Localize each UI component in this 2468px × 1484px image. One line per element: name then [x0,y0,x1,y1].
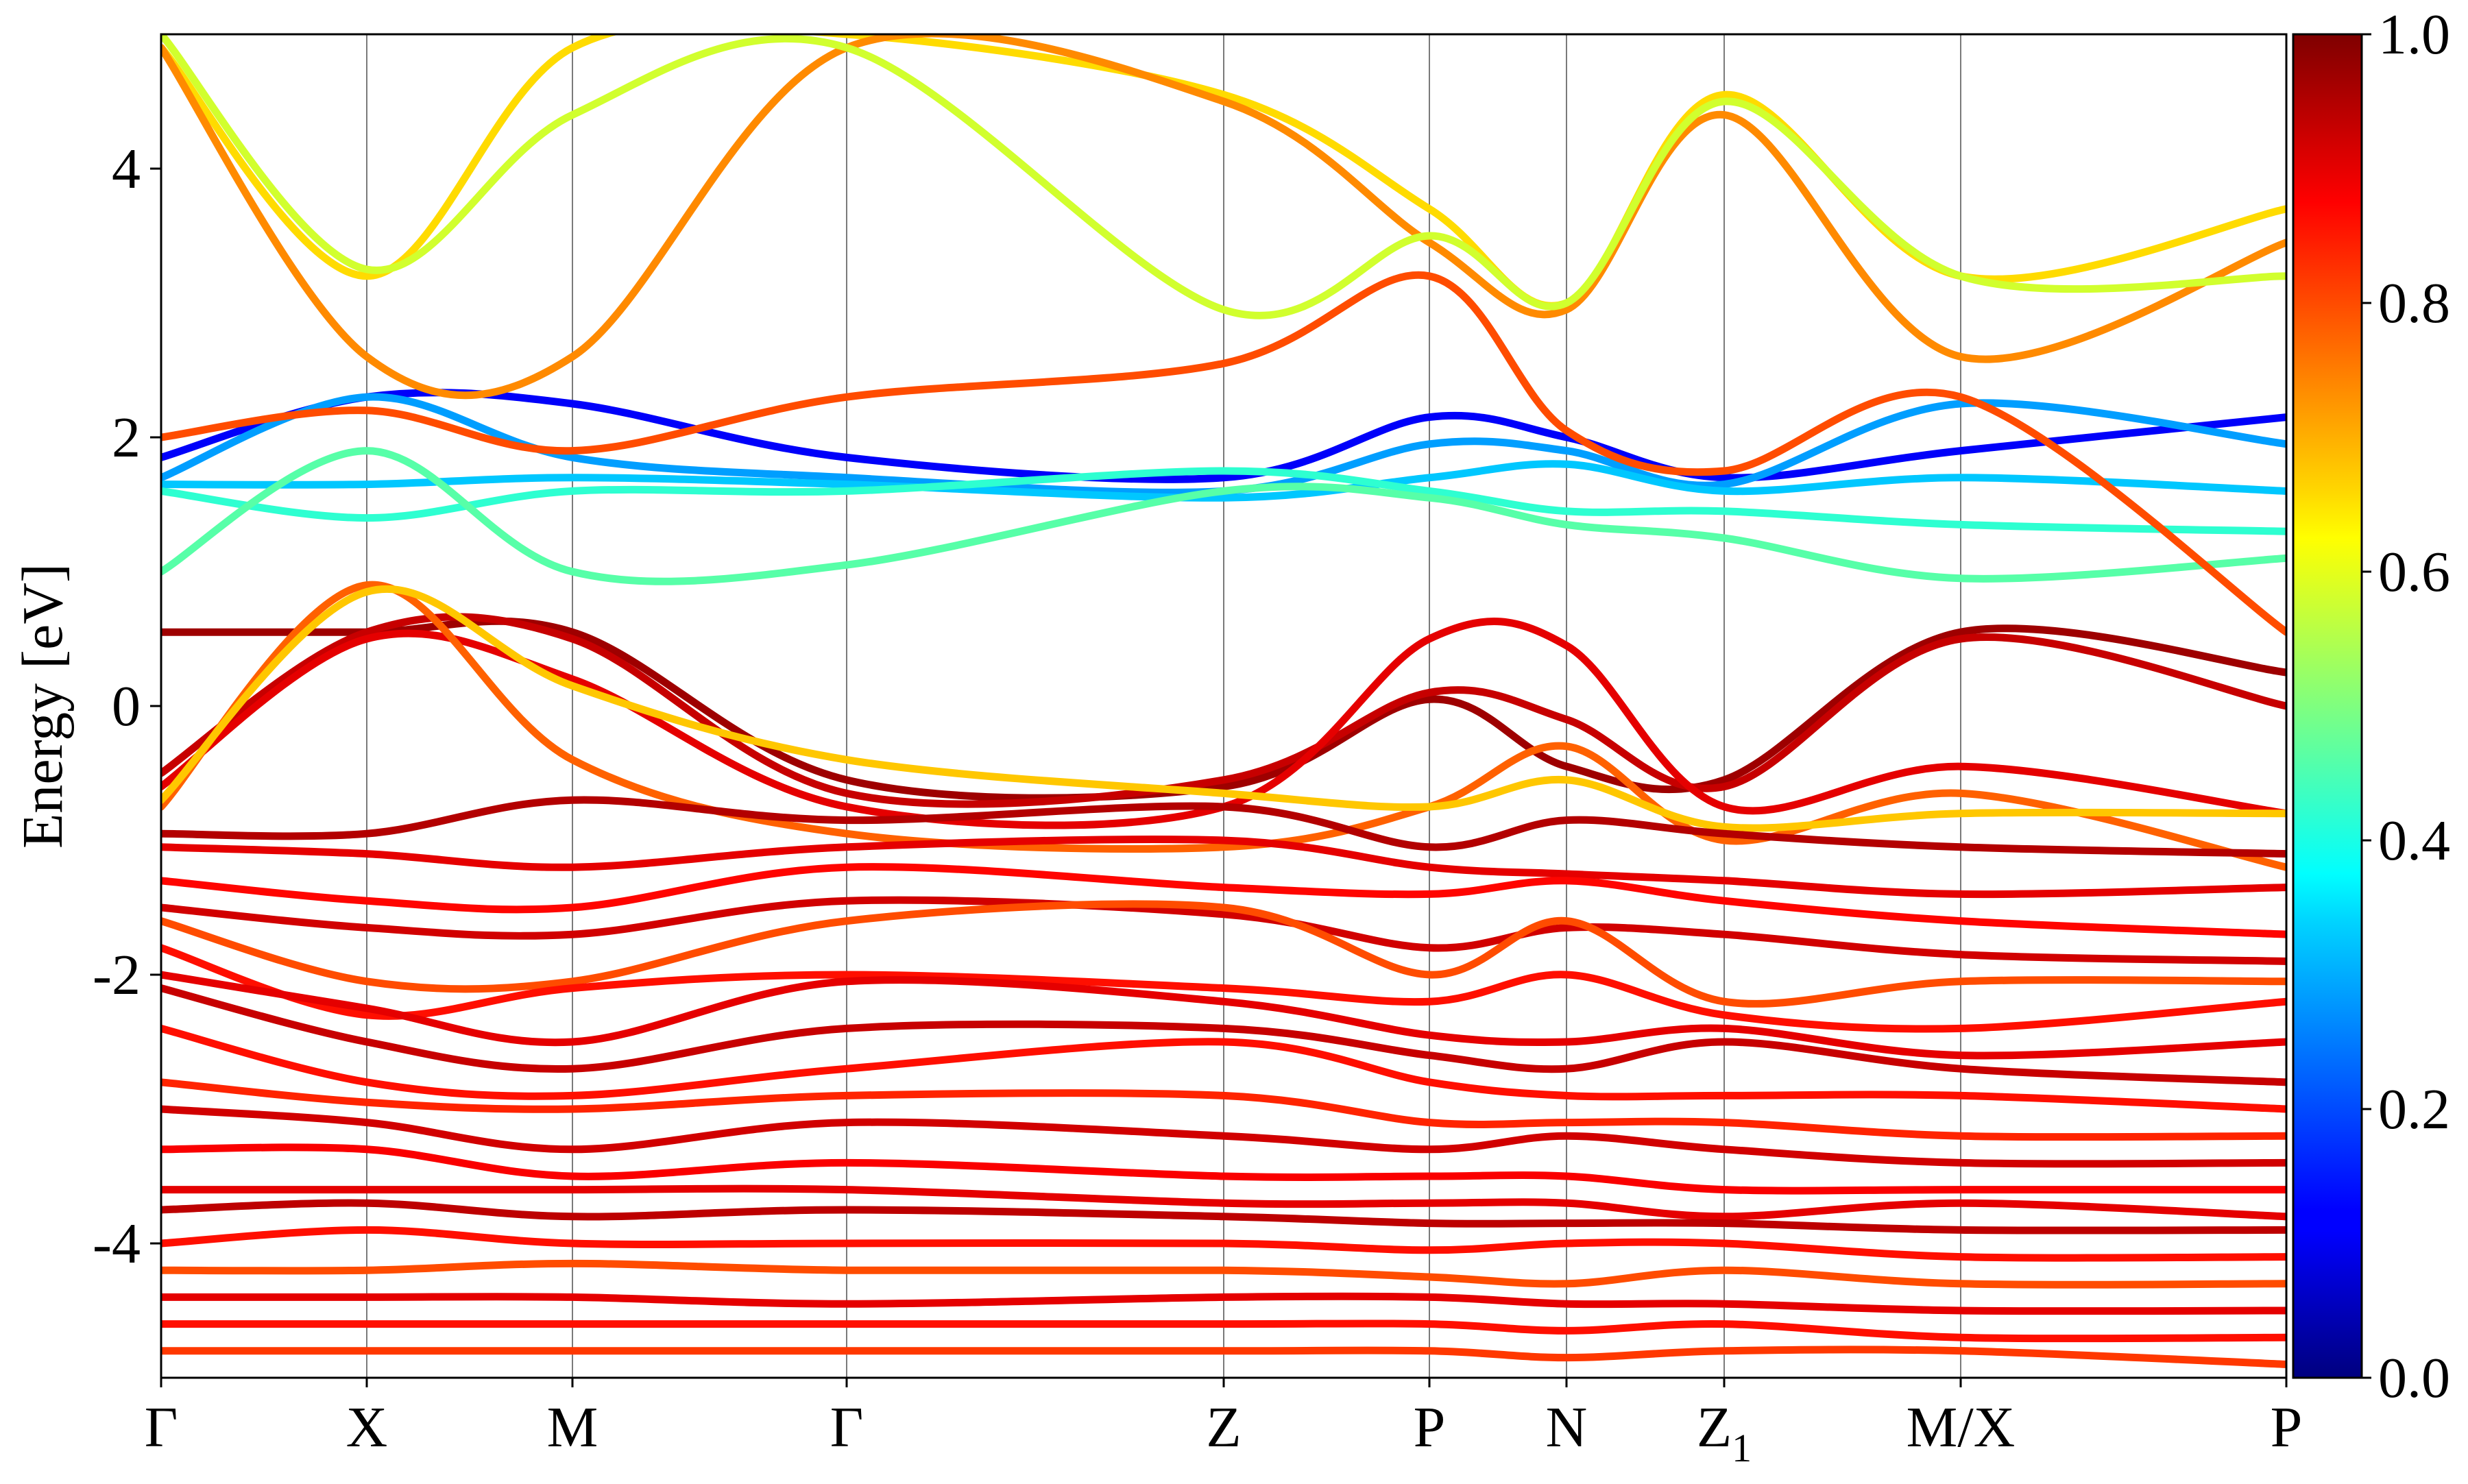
band-line [161,900,2286,1008]
band-line [161,271,2286,636]
band-line [161,1259,2286,1289]
band-line [161,836,2286,899]
x-tick-label: M [547,1396,598,1459]
colorbar-tick-label: 0.2 [2378,1078,2450,1141]
band-line [161,585,2286,832]
high-symmetry-lines [366,34,1961,1378]
band-line [161,1105,2286,1168]
band-line [161,613,2286,808]
band-line [161,1143,2286,1195]
x-tick-label: Z1 [1697,1396,1752,1470]
band-line [161,467,2286,535]
x-tick-label: P [1414,1396,1446,1459]
band-line [161,1319,2286,1343]
band-line [161,34,2286,400]
colorbar-gradient [2293,34,2362,1378]
y-tick-label: -4 [93,1212,141,1276]
x-tick-label: Γ [830,1396,864,1459]
x-tick-label: P [2271,1396,2303,1459]
band-line [161,1078,2286,1141]
colorbar-tick-label: 0.0 [2378,1346,2450,1410]
colorbar-tick-label: 0.8 [2378,271,2450,335]
x-tick-label: Z [1206,1396,1241,1459]
y-axis: -4 -2 0 2 4 [93,137,161,1276]
band-line [161,1024,2286,1113]
band-line [161,1346,2286,1368]
colorbar: 0.0 0.2 0.4 0.6 0.8 1.0 [2292,3,2450,1410]
colorbar-tick-label: 0.6 [2378,540,2450,604]
band-line [161,796,2286,858]
band-line [161,984,2286,1086]
x-tick-label: N [1546,1396,1588,1459]
band-line [161,1226,2286,1262]
band-line [161,1199,2286,1234]
band-line [161,863,2286,938]
y-tick-label: 0 [112,674,141,738]
band-line [161,34,2286,319]
band-line [161,447,2286,585]
band-line [161,1292,2286,1315]
band-line [161,971,2286,1060]
x-tick-label: X [346,1396,388,1459]
x-tick-label: Γ [145,1396,178,1459]
colorbar-tick-label: 0.4 [2378,809,2450,873]
colorbar-tick-label: 1.0 [2378,3,2450,66]
band-line [161,460,2286,502]
y-tick-label: 4 [112,137,141,201]
band-line [161,618,2286,829]
x-axis: Γ X M Γ Z P N Z1 M/X P [145,1378,2303,1470]
band-line [161,1184,2286,1221]
y-axis-title: Energy [eV] [11,563,75,849]
band-line [161,944,2286,1033]
colorbar-frame [2292,33,2363,1379]
y-tick-label: -2 [93,943,141,1007]
y-tick-label: 2 [112,406,141,470]
band-lines [161,34,2286,1368]
x-tick-label: M/X [1907,1396,2016,1459]
